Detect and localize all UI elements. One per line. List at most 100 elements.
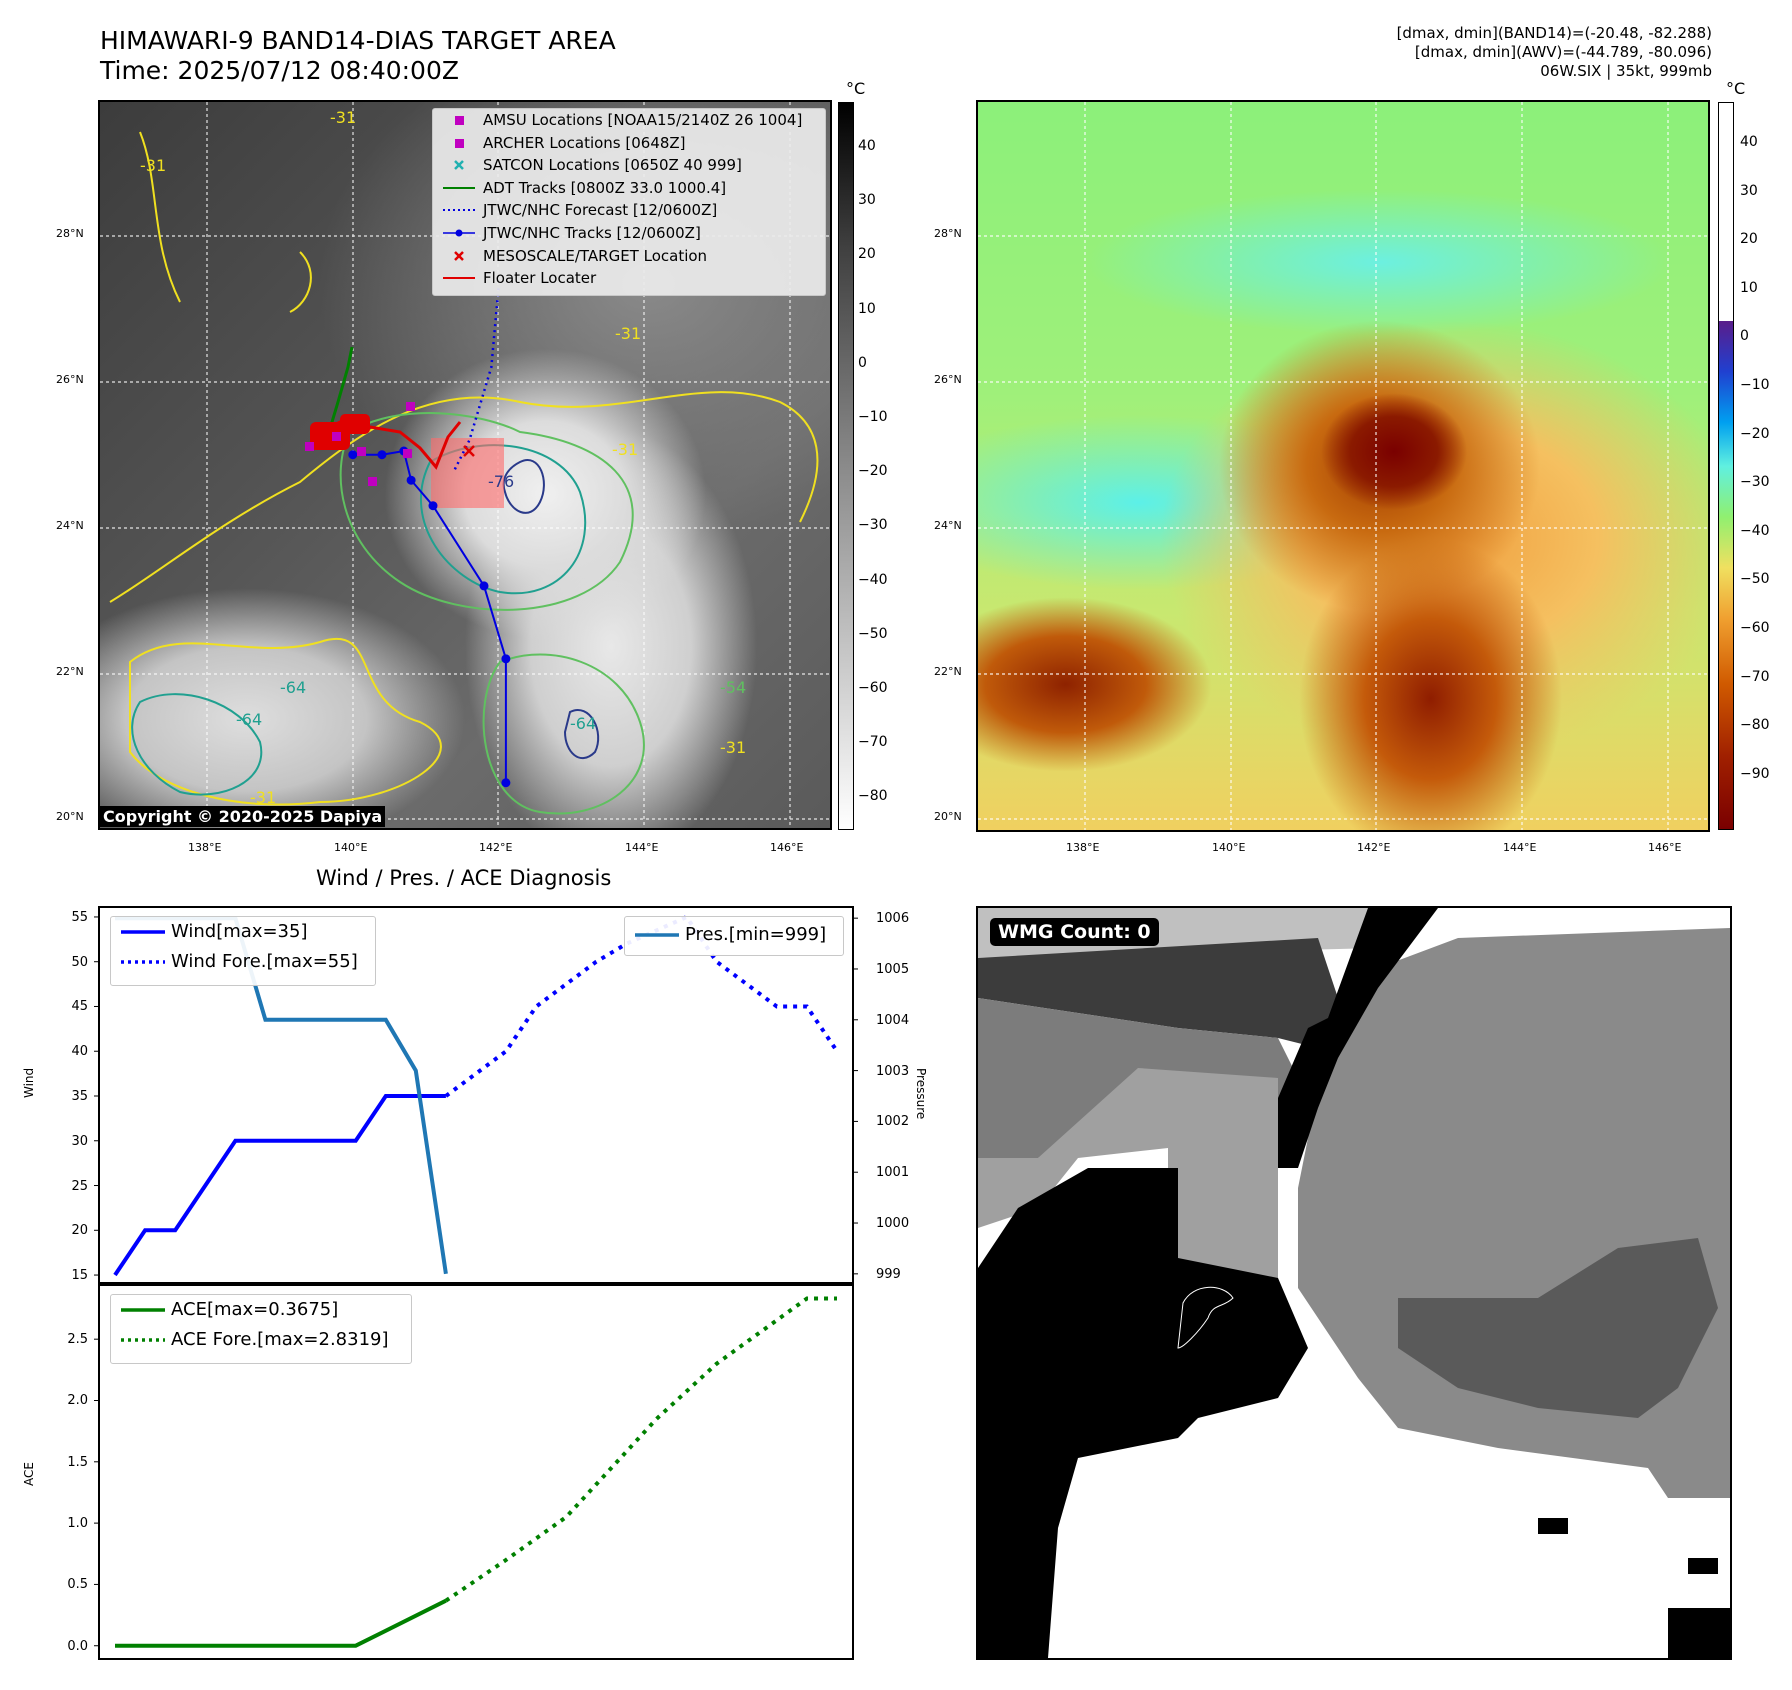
contour-label: -31 bbox=[330, 108, 357, 127]
legend-archer: ARCHER Locations [0648Z] bbox=[433, 132, 825, 155]
y2-tick-label: 1002 bbox=[876, 1114, 910, 1130]
legend-ace-forecast: ACE Fore.[max=2.8319] bbox=[111, 1325, 411, 1355]
lon-label: 142°E bbox=[1357, 841, 1391, 854]
jtwc-track-point bbox=[501, 778, 511, 788]
wmg-black-left bbox=[978, 1168, 1308, 1658]
awv-colorbar-tick: 20 bbox=[1740, 231, 1758, 248]
contour-label: -31 bbox=[140, 156, 167, 175]
awv-colorbar-tick: −30 bbox=[1740, 474, 1770, 491]
info-line-2: [dmax, dmin](AWV)=(-44.789, -80.096) bbox=[1414, 43, 1712, 61]
jtwc-track-point bbox=[479, 581, 489, 591]
y-tick-label: 50 bbox=[71, 954, 88, 970]
contour-label: -64 bbox=[236, 710, 263, 729]
title-line-1: HIMAWARI-9 BAND14-DIAS TARGET AREA bbox=[100, 26, 616, 55]
awv-colorbar-tick: 30 bbox=[1740, 182, 1758, 199]
contour-teal-1 bbox=[419, 444, 587, 595]
square-marker-icon bbox=[455, 116, 464, 125]
lat-label: 24°N bbox=[934, 519, 962, 532]
ace-ylabel: ACE bbox=[22, 1462, 36, 1486]
legend-jtwc-track: JTWC/NHC Tracks [12/0600Z] bbox=[433, 222, 825, 245]
ir-colorbar-tick: −50 bbox=[858, 625, 888, 642]
ir-colorbar-tick: −10 bbox=[858, 409, 888, 425]
amsu-archer-markers bbox=[305, 402, 415, 486]
info-line-3: 06W.SIX | 35kt, 999mb bbox=[1540, 62, 1712, 80]
contour-label: -54 bbox=[720, 678, 747, 697]
ir-map-overlay bbox=[100, 102, 830, 828]
line-icon bbox=[443, 277, 475, 280]
awv-gridlines bbox=[978, 102, 1708, 830]
wmg-black-block bbox=[1688, 1558, 1718, 1574]
awv-colorbar-tick: −10 bbox=[1740, 377, 1770, 393]
jtwc-track-point bbox=[348, 450, 358, 460]
wmg-dark-patch bbox=[1398, 1238, 1718, 1418]
wmg-classification-map bbox=[978, 908, 1730, 1658]
legend-satcon: SATCON Locations [0650Z 40 999] bbox=[433, 154, 825, 177]
square-marker-icon bbox=[455, 138, 464, 148]
dotted-line-icon bbox=[121, 960, 165, 964]
contour-label: -31 bbox=[720, 738, 747, 757]
awv-colorbar-tick: 10 bbox=[1740, 279, 1758, 296]
y-tick-label: 40 bbox=[71, 1044, 88, 1060]
legend-wind-forecast: Wind Fore.[max=55] bbox=[111, 947, 375, 977]
line-icon bbox=[443, 186, 475, 189]
lon-label: 138°E bbox=[1066, 841, 1100, 854]
legend-floater: Floater Locater bbox=[433, 267, 825, 290]
wmg-light-grey bbox=[978, 1068, 1278, 1278]
contour-navy-1 bbox=[502, 459, 545, 514]
wmg-panel bbox=[976, 906, 1732, 1660]
contour-label: -64 bbox=[280, 678, 307, 697]
ace-svg bbox=[94, 1296, 837, 1648]
jtwc-track-point bbox=[501, 654, 511, 664]
y2-tick-label: 1001 bbox=[876, 1165, 910, 1181]
contour-label: -31 bbox=[612, 440, 639, 459]
awv-colorbar-tick: 40 bbox=[1740, 134, 1758, 150]
wmg-outline-shape bbox=[1177, 1286, 1234, 1349]
ir-colorbar-tick: −70 bbox=[858, 734, 888, 751]
contour-navy-2 bbox=[563, 709, 600, 760]
x-marker-icon bbox=[454, 160, 464, 171]
lon-label: 144°E bbox=[1503, 841, 1537, 854]
wmg-count-badge: WMG Count: 0 bbox=[990, 918, 1159, 946]
dotted-line-icon bbox=[121, 1338, 165, 1342]
awv-colorbar-unit: °C bbox=[1726, 79, 1746, 98]
y-tick-label: 35 bbox=[71, 1089, 88, 1104]
y2-tick-label: 1006 bbox=[876, 911, 910, 927]
awv-colorbar-tick: −50 bbox=[1740, 571, 1770, 588]
lat-label: 26°N bbox=[934, 373, 962, 386]
figure-title: HIMAWARI-9 BAND14-DIAS TARGET AREA Time:… bbox=[100, 26, 616, 86]
series-line-1 bbox=[444, 1296, 837, 1603]
lon-label: 142°E bbox=[479, 841, 513, 854]
y-tick-label: 45 bbox=[71, 999, 88, 1015]
title-line-2: Time: 2025/07/12 08:40:00Z bbox=[100, 56, 459, 85]
series-line-0 bbox=[115, 1598, 447, 1648]
lat-label: 20°N bbox=[56, 810, 84, 823]
awv-colorbar-tick: −90 bbox=[1740, 765, 1770, 782]
wmg-top-dark bbox=[978, 938, 1338, 1048]
pressure-ylabel: Pressure bbox=[914, 1068, 928, 1120]
y-tick-label: 1.5 bbox=[67, 1454, 88, 1470]
ir-colorbar-tick: −60 bbox=[858, 680, 888, 696]
legend-jtwc-forecast: JTWC/NHC Forecast [12/0600Z] bbox=[433, 199, 825, 222]
ir-colorbar-tick: 20 bbox=[858, 246, 876, 263]
lat-label: 26°N bbox=[56, 373, 84, 386]
wmg-black-block bbox=[1538, 1518, 1568, 1534]
line-icon bbox=[121, 1308, 165, 1312]
lon-label: 138°E bbox=[188, 841, 222, 854]
ir-colorbar-tick: 0 bbox=[858, 354, 867, 371]
y-tick-label: 25 bbox=[71, 1178, 88, 1194]
y2-tick-label: 1004 bbox=[876, 1012, 910, 1028]
lat-label: 24°N bbox=[56, 519, 84, 532]
dotted-line-icon bbox=[443, 209, 475, 212]
y-tick-label: 55 bbox=[71, 909, 88, 925]
ir-colorbar-tick: −80 bbox=[858, 788, 888, 805]
y-tick-label: 1.0 bbox=[67, 1516, 88, 1532]
lon-label: 140°E bbox=[334, 841, 368, 854]
ir-colorbar bbox=[838, 102, 854, 830]
contour-teal-2 bbox=[131, 693, 263, 796]
wind-legend: Wind[max=35] Wind Fore.[max=55] bbox=[110, 916, 376, 986]
ir-colorbar-tick: −40 bbox=[858, 571, 888, 588]
ir-colorbar-unit: °C bbox=[846, 79, 866, 98]
y-tick-label: 2.5 bbox=[67, 1332, 88, 1348]
diagnosis-title: Wind / Pres. / ACE Diagnosis bbox=[316, 866, 612, 890]
awv-map-panel bbox=[976, 100, 1710, 832]
